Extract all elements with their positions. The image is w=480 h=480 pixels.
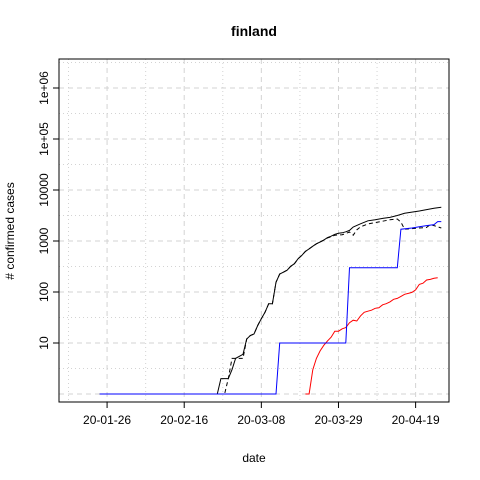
y-tick-label: 10 — [37, 336, 51, 350]
y-axis: 10 100 1000 10000 1e+05 1e+06 — [37, 71, 60, 350]
grid — [59, 59, 449, 402]
series-layer — [99, 206, 442, 395]
y-tick-label: 1e+06 — [37, 71, 51, 105]
chart-title: finland — [231, 23, 277, 39]
x-tick-label: 20-04-19 — [392, 413, 440, 427]
y-axis-label: # confirmed cases — [3, 182, 17, 279]
series-line-2 — [99, 218, 442, 395]
y-tick-label: 1000 — [37, 227, 51, 254]
series-line-1 — [99, 206, 442, 395]
x-tick-label: 20-02-16 — [160, 413, 208, 427]
x-tick-label: 20-03-08 — [237, 413, 285, 427]
plot-frame — [58, 58, 450, 403]
series-line-3 — [305, 277, 438, 395]
series-line-4 — [99, 221, 442, 395]
y-tick-label: 1e+05 — [37, 122, 51, 156]
y-tick-label: 100 — [37, 282, 51, 302]
x-axis: 20-01-26 20-02-16 20-03-08 20-03-29 20-04-19 — [83, 401, 440, 427]
x-axis-label: date — [242, 451, 266, 465]
y-tick-label: 10000 — [37, 173, 51, 207]
x-tick-label: 20-03-29 — [314, 413, 362, 427]
x-tick-label: 20-01-26 — [83, 413, 131, 427]
